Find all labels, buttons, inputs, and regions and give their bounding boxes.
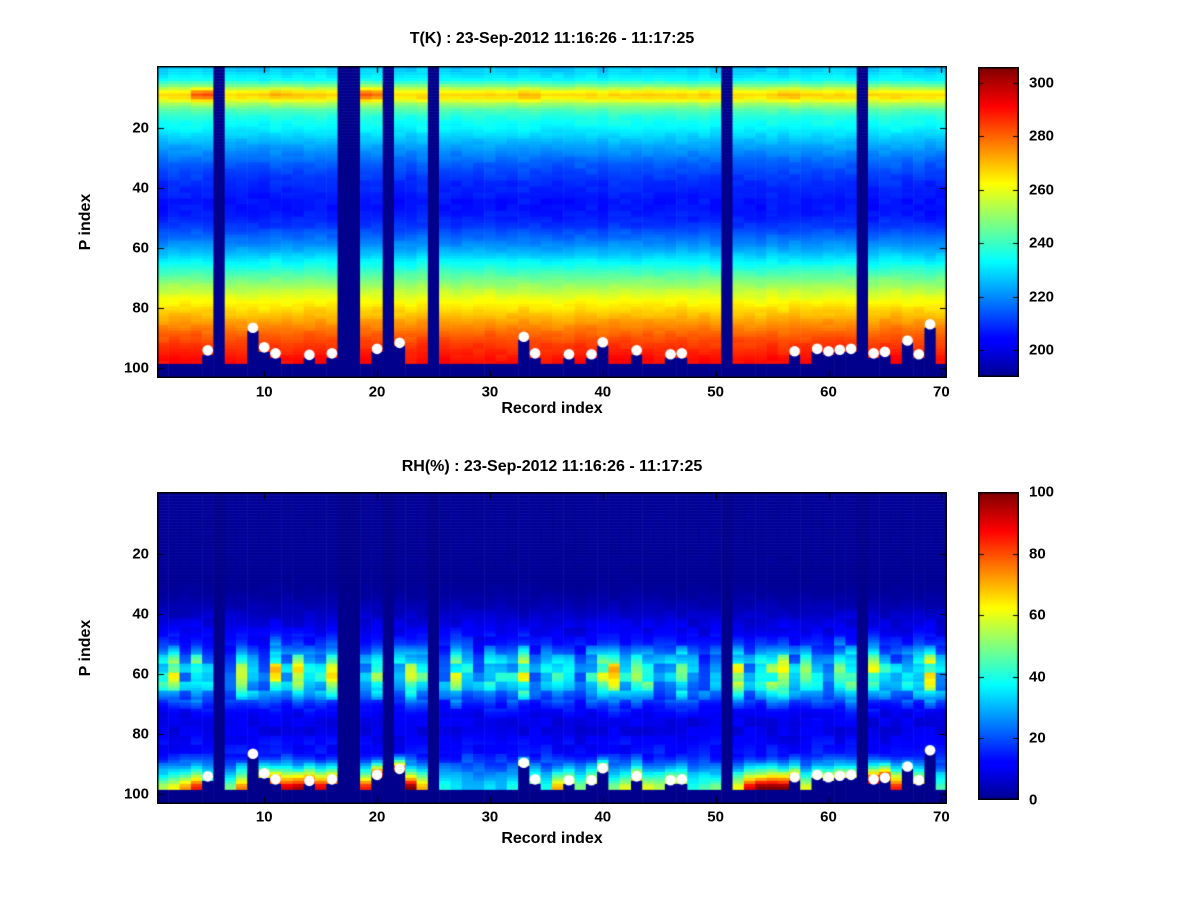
humidity-y-axis-label: P index (77, 619, 94, 677)
x-tick-label: 40 (594, 383, 612, 401)
x-tick-label: 10 (255, 808, 273, 826)
colorbar-tick-label: 0 (1029, 791, 1038, 809)
colorbar-tick-label: 60 (1029, 606, 1046, 624)
x-tick-label: 30 (481, 808, 499, 826)
x-tick-label: 20 (368, 383, 386, 401)
humidity-x-axis-label: Record index (501, 830, 603, 847)
y-tick-label: 80 (132, 725, 149, 743)
colorbar-tick-label: 300 (1029, 74, 1055, 92)
x-tick-label: 50 (707, 383, 724, 401)
y-tick-label: 40 (132, 179, 149, 197)
y-tick-label: 100 (123, 785, 149, 803)
colorbar-tick-label: 40 (1029, 668, 1046, 686)
x-tick-label: 60 (820, 808, 837, 826)
y-tick-label: 60 (132, 665, 149, 683)
temperature-x-axis-label: Record index (501, 400, 603, 417)
y-tick-label: 80 (132, 299, 149, 317)
colorbar-tick-label: 220 (1029, 288, 1055, 306)
temperature-title: T(K) : 23-Sep-2012 11:16:26 - 11:17:25 (409, 30, 695, 47)
colorbar-tick-label: 260 (1029, 181, 1055, 199)
colorbar-tick-label: 20 (1029, 729, 1046, 747)
x-tick-label: 10 (255, 383, 273, 401)
x-tick-label: 70 (933, 808, 950, 826)
colorbar-tick-label: 200 (1029, 341, 1055, 359)
y-tick-label: 20 (132, 545, 149, 563)
temperature-y-axis-label: P index (77, 193, 94, 251)
y-tick-label: 40 (132, 605, 149, 623)
y-tick-label: 100 (123, 359, 149, 377)
humidity-colorbar-canvas (978, 492, 1019, 800)
x-tick-label: 50 (707, 808, 724, 826)
humidity-heatmap-canvas (157, 492, 947, 804)
humidity-title: RH(%) : 23-Sep-2012 11:16:26 - 11:17:25 (401, 458, 703, 475)
colorbar-tick-label: 240 (1029, 234, 1055, 252)
x-tick-label: 40 (594, 808, 612, 826)
y-tick-label: 60 (132, 239, 149, 257)
colorbar-tick-label: 100 (1029, 483, 1055, 501)
temperature-colorbar-canvas (978, 67, 1019, 377)
colorbar-tick-label: 280 (1029, 127, 1055, 145)
colorbar-tick-label: 80 (1029, 545, 1046, 563)
y-tick-label: 20 (132, 119, 149, 137)
x-tick-label: 70 (933, 383, 950, 401)
x-tick-label: 20 (368, 808, 386, 826)
x-tick-label: 60 (820, 383, 837, 401)
temperature-heatmap-canvas (157, 66, 947, 378)
x-tick-label: 30 (481, 383, 499, 401)
